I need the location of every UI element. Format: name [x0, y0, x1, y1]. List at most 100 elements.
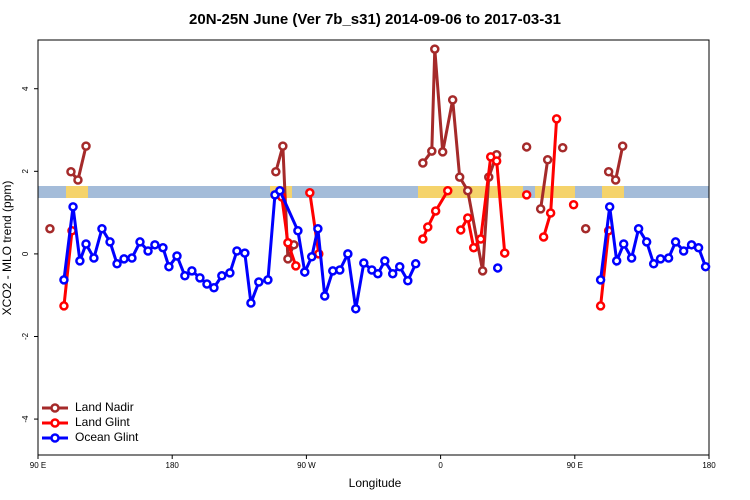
- point: [283, 238, 293, 248]
- point: [462, 185, 473, 196]
- point: [263, 275, 273, 285]
- point: [164, 261, 174, 272]
- band: [38, 186, 709, 198]
- chart-title: 20N-25N June (Ver 7b_s31) 2014-09-06 to …: [189, 11, 561, 28]
- point: [307, 252, 317, 262]
- x-tick-label: 90 E: [30, 461, 46, 470]
- point: [595, 275, 606, 285]
- point: [293, 226, 303, 236]
- point: [66, 166, 76, 177]
- point: [313, 223, 323, 234]
- point: [351, 304, 361, 314]
- x-tick-label: 180: [166, 461, 180, 470]
- point: [485, 152, 496, 162]
- point: [618, 239, 629, 249]
- point: [626, 253, 637, 263]
- point: [246, 298, 256, 308]
- point: [403, 275, 413, 286]
- point: [492, 263, 503, 273]
- point: [545, 208, 556, 218]
- point: [468, 242, 479, 253]
- point: [475, 234, 486, 244]
- point: [447, 95, 458, 105]
- point: [97, 223, 107, 234]
- point: [617, 141, 628, 151]
- y-axis-label: XCO2 - MLO trend (ppm): [0, 181, 14, 316]
- point: [209, 283, 219, 293]
- legend-marker: [50, 403, 60, 413]
- x-axis-label: Longitude: [349, 476, 402, 490]
- legend-label: Ocean Glint: [75, 430, 139, 444]
- point: [423, 222, 433, 232]
- point: [430, 206, 441, 216]
- point: [491, 156, 502, 166]
- point: [59, 301, 69, 311]
- point: [240, 248, 250, 258]
- point: [319, 291, 330, 301]
- point: [521, 190, 532, 200]
- point: [359, 258, 369, 268]
- point: [427, 146, 437, 156]
- point: [655, 254, 666, 264]
- x-tick-label: 90 E: [567, 461, 583, 470]
- point: [521, 142, 532, 152]
- point: [75, 256, 85, 266]
- legend-label: Land Glint: [75, 415, 130, 429]
- point: [73, 175, 83, 185]
- point: [127, 253, 137, 263]
- point: [670, 237, 681, 247]
- point: [112, 259, 122, 269]
- point: [373, 268, 383, 279]
- point: [410, 259, 421, 269]
- x-tick-label: 90 W: [297, 461, 316, 470]
- point: [187, 266, 197, 276]
- point: [430, 44, 440, 54]
- legend-label: Land Nadir: [75, 400, 134, 414]
- band-yellow: [602, 186, 624, 198]
- point: [232, 246, 242, 256]
- point: [89, 253, 99, 263]
- point: [291, 261, 301, 271]
- point: [343, 249, 353, 259]
- point: [568, 200, 579, 210]
- point: [678, 246, 689, 256]
- point: [603, 166, 614, 177]
- legend-marker: [50, 433, 60, 443]
- point: [119, 254, 129, 264]
- point: [418, 158, 428, 168]
- point: [195, 273, 205, 283]
- point: [81, 239, 91, 249]
- point: [648, 259, 659, 269]
- y-tick-label: 0: [21, 251, 30, 256]
- point: [202, 279, 212, 289]
- point: [542, 155, 553, 165]
- point: [150, 240, 160, 250]
- point: [443, 185, 453, 196]
- y-tick-label: -4: [21, 415, 30, 423]
- point: [611, 256, 622, 266]
- x-tick-label: 180: [702, 461, 716, 470]
- y-tick-label: -2: [21, 332, 30, 340]
- point: [455, 225, 466, 235]
- band-yellow: [66, 186, 88, 198]
- point: [335, 265, 345, 275]
- point: [283, 254, 293, 264]
- point: [499, 248, 510, 258]
- point: [225, 268, 235, 278]
- point: [217, 271, 227, 281]
- point: [300, 267, 310, 277]
- point: [68, 202, 78, 212]
- y-tick-label: 4: [21, 86, 30, 91]
- point: [663, 253, 674, 263]
- point: [387, 268, 398, 279]
- point: [538, 232, 549, 242]
- plot-frame: [37, 39, 710, 456]
- point: [105, 237, 115, 247]
- point: [535, 204, 546, 214]
- point: [418, 234, 428, 244]
- point: [580, 223, 591, 234]
- point: [59, 275, 69, 285]
- point: [437, 147, 448, 157]
- point: [557, 143, 568, 153]
- y-tick-label: 2: [21, 169, 30, 174]
